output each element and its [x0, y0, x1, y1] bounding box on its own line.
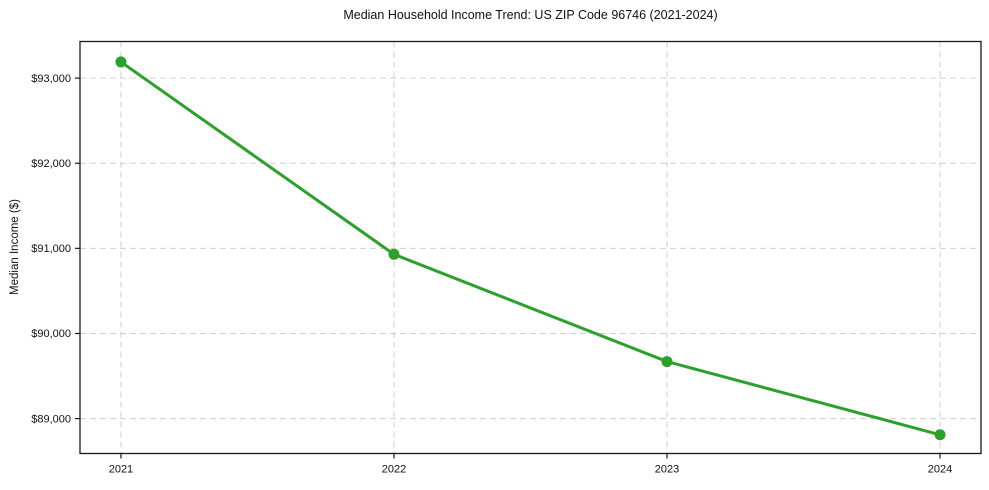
y-tick-label: $93,000	[31, 73, 71, 85]
y-tick-label: $90,000	[31, 328, 71, 340]
x-tick-label: 2022	[382, 464, 406, 476]
income-trend-line	[119, 60, 942, 437]
data-point-2021	[115, 56, 127, 68]
y-tick-label: $91,000	[31, 243, 71, 255]
data-point-2023	[661, 356, 673, 368]
x-tick-label: 2023	[655, 464, 679, 476]
x-tick-label: 2021	[109, 464, 133, 476]
y-tick-label: $92,000	[31, 158, 71, 170]
y-tick-label: $89,000	[31, 413, 71, 425]
data-point-2022	[388, 248, 400, 260]
plot-border	[79, 40, 982, 455]
data-point-2024	[934, 429, 946, 441]
chart-title: Median Household Income Trend: US ZIP Co…	[343, 8, 718, 22]
x-tick-label: 2024	[928, 464, 952, 476]
